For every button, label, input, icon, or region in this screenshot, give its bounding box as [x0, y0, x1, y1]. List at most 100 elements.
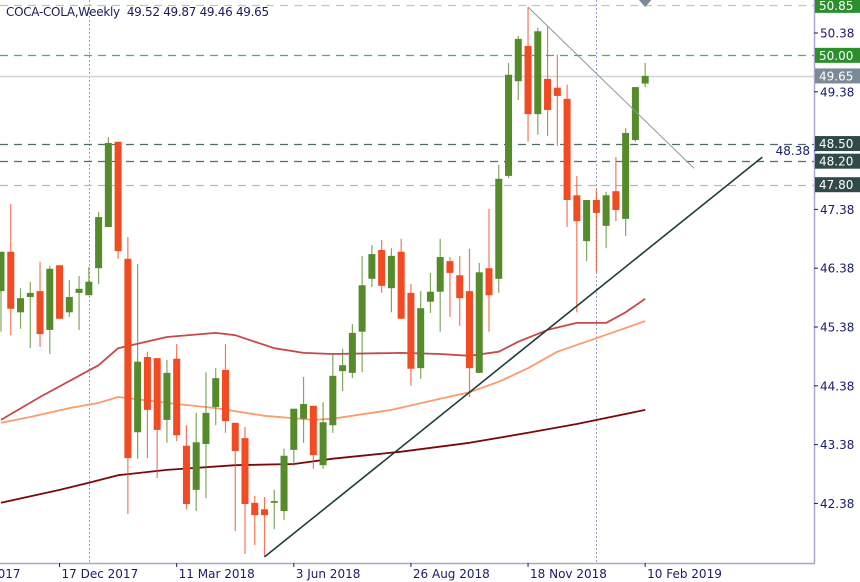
candle-body	[563, 98, 571, 200]
candle	[329, 352, 337, 433]
candle	[387, 248, 395, 313]
candle	[163, 359, 171, 443]
candle-body	[202, 412, 210, 445]
resistance-trendline[interactable]	[527, 6, 695, 169]
candle	[134, 264, 142, 459]
candle	[143, 351, 151, 459]
price-tick-label: 42.38	[820, 497, 854, 511]
price-tick-label: 47.38	[820, 203, 854, 217]
price-tick-label: 44.38	[820, 379, 854, 393]
ohlc-readout: 49.52 49.87 49.46 49.65	[126, 5, 269, 19]
candle	[124, 237, 132, 514]
candle-body	[358, 285, 366, 332]
candle	[622, 128, 630, 236]
candle-body	[592, 199, 600, 213]
price-level-label-bg	[815, 0, 860, 13]
price-tick-label: 49.38	[820, 85, 854, 99]
candle-body	[17, 298, 25, 313]
candle-body	[553, 87, 561, 96]
candle	[465, 248, 473, 397]
candle-body	[270, 501, 278, 503]
candle	[339, 348, 347, 392]
candle	[7, 204, 15, 336]
candle	[475, 262, 483, 373]
price-level-label-bg	[815, 153, 860, 169]
candle-body	[387, 255, 395, 289]
plot-area	[0, 0, 814, 563]
candle	[95, 211, 103, 285]
candle-body	[104, 142, 112, 228]
price-tick-label: 48.38	[776, 144, 810, 158]
candle-body	[0, 251, 5, 292]
candle-body	[290, 408, 298, 450]
candle-body	[436, 257, 444, 292]
candle-body	[153, 358, 161, 430]
candle-body	[417, 308, 425, 369]
candle	[495, 164, 503, 293]
candle	[114, 141, 122, 259]
price-level-label: 49.65	[819, 69, 853, 83]
candle	[182, 425, 190, 510]
chart-shift-marker-icon[interactable]	[637, 0, 653, 7]
candle	[280, 448, 288, 520]
candle	[261, 496, 269, 557]
candle-body	[75, 288, 83, 293]
time-tick-label: 24 Sep 2017	[0, 567, 21, 581]
candle-body	[534, 31, 542, 115]
candle-body	[300, 404, 308, 419]
candle-body	[319, 422, 327, 466]
candle	[212, 368, 220, 426]
candle	[85, 267, 93, 296]
candle	[46, 265, 54, 355]
candle	[592, 188, 600, 273]
candle-body	[182, 445, 190, 504]
price-tick-label: 50.38	[820, 27, 854, 41]
candle-body	[641, 75, 649, 84]
candle	[241, 426, 249, 554]
candle-body	[348, 332, 356, 373]
candle	[553, 54, 561, 146]
candle	[563, 84, 571, 228]
candle-body	[622, 132, 630, 219]
candle	[17, 288, 25, 329]
candle	[436, 238, 444, 332]
price-tick-label: 45.38	[820, 321, 854, 335]
symbol-timeframe: COCA-COLA,Weekly	[6, 5, 120, 19]
candle-body	[231, 422, 239, 452]
candle-body	[378, 249, 386, 286]
support-trendline[interactable]	[264, 156, 763, 558]
time-tick-label: 3 Jun 2018	[296, 567, 361, 581]
candle-body	[134, 361, 142, 433]
candle	[378, 239, 386, 293]
candle	[612, 157, 620, 222]
candle	[309, 405, 317, 469]
candle-body	[280, 455, 288, 512]
candle	[456, 255, 464, 326]
price-level-label-bg	[815, 136, 860, 152]
candle	[631, 87, 639, 142]
candle-body	[407, 292, 415, 369]
candle-body	[212, 378, 220, 407]
candle-body	[465, 291, 473, 369]
candle-body	[339, 365, 347, 372]
candle-body	[261, 509, 269, 516]
candle	[36, 261, 44, 347]
candle	[319, 402, 327, 469]
candle	[104, 137, 112, 228]
candle-body	[7, 251, 15, 309]
candle-body	[85, 281, 93, 296]
price-level-label-bg	[815, 177, 860, 193]
candle-body	[173, 358, 181, 436]
candle-body	[124, 258, 132, 459]
price-level-label: 48.20	[819, 155, 853, 169]
candle	[641, 62, 649, 88]
candle-body	[505, 74, 513, 176]
candle	[231, 422, 239, 532]
candle	[358, 255, 366, 373]
time-tick-label: 26 Aug 2018	[413, 567, 490, 581]
candle	[202, 372, 210, 499]
candle-body	[612, 191, 620, 210]
candle	[65, 279, 73, 318]
candle	[583, 199, 591, 262]
